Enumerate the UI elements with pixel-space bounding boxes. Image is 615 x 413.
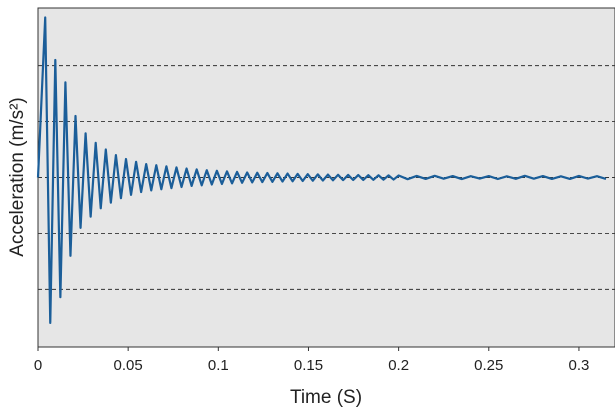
x-tick-label: 0.05 bbox=[114, 357, 143, 374]
x-tick-label: 0.2 bbox=[388, 357, 409, 374]
y-axis-label: Acceleration (m/s²) bbox=[7, 97, 28, 256]
x-axis-label: Time (S) bbox=[290, 387, 362, 408]
x-tick-label: 0.3 bbox=[569, 357, 590, 374]
x-tick-label: 0 bbox=[34, 357, 42, 374]
data-line bbox=[36, 16, 607, 325]
x-tick-label: 0.15 bbox=[294, 357, 323, 374]
x-tick-label: 0.25 bbox=[474, 357, 503, 374]
x-tick-label: 0.1 bbox=[208, 357, 229, 374]
